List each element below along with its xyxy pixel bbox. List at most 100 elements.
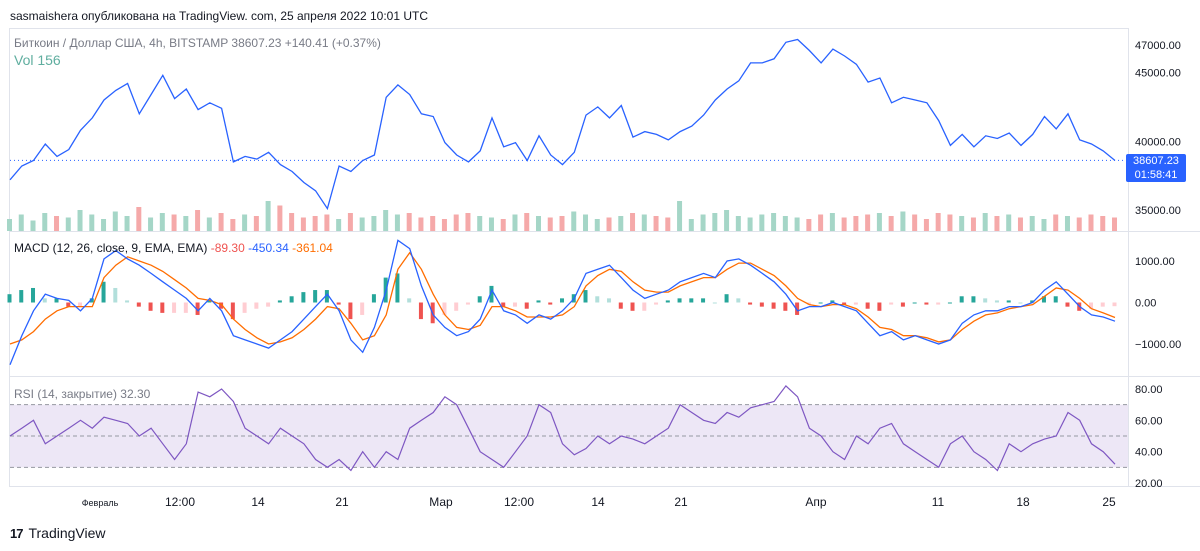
- macd-histogram-bar: [830, 300, 835, 303]
- volume-bar: [336, 219, 342, 231]
- volume-bar: [876, 213, 882, 231]
- volume-bar: [653, 216, 659, 231]
- macd-histogram-bar: [125, 300, 130, 303]
- macd-histogram-bar: [395, 273, 400, 303]
- volume-bar: [159, 213, 165, 231]
- time-axis-tick: Мар: [429, 495, 453, 509]
- price-axis-tick: 45000.00: [1135, 68, 1181, 80]
- volume-bar: [677, 201, 683, 231]
- volume-bar: [112, 211, 118, 231]
- macd-histogram-bar: [842, 302, 847, 305]
- rsi-axis-tick: 20.00: [1135, 478, 1163, 490]
- macd-histogram-bar: [101, 281, 106, 303]
- macd-legend: MACD (12, 26, close, 9, EMA, EMA) -89.30…: [14, 241, 333, 255]
- volume-bar: [512, 214, 518, 231]
- macd-signal-value: -361.04: [292, 241, 333, 255]
- volume-bar: [171, 214, 177, 231]
- macd-histogram-bar: [501, 302, 506, 307]
- macd-histogram-bar: [548, 302, 553, 305]
- macd-histogram-bar: [748, 302, 753, 305]
- volume-bar: [583, 214, 589, 231]
- rsi-line: [9, 385, 1116, 472]
- volume-bar: [312, 216, 318, 231]
- volume-bar: [324, 214, 330, 231]
- volume-bar: [771, 213, 777, 231]
- macd-axis-tick: 1000.00: [1135, 256, 1175, 268]
- volume-bar: [430, 216, 436, 231]
- volume-bar: [535, 216, 541, 231]
- time-axis-tick: Февраль: [82, 498, 119, 508]
- macd-histogram-bar: [183, 302, 188, 313]
- macd-histogram-bar: [818, 302, 823, 304]
- volume-bar: [700, 214, 706, 231]
- macd-histogram-bar: [1112, 302, 1117, 307]
- volume-bar: [230, 219, 236, 231]
- macd-histogram-bar: [324, 290, 329, 303]
- macd-histogram-bar: [524, 302, 529, 309]
- macd-histogram-bar: [136, 302, 141, 307]
- macd-histogram-bar: [336, 302, 341, 305]
- macd-histogram-bar: [371, 294, 376, 303]
- volume-bar: [806, 219, 812, 231]
- macd-histogram-bar: [536, 300, 541, 303]
- volume-bar: [735, 216, 741, 231]
- macd-histogram-bar: [865, 302, 870, 309]
- volume-bar: [982, 213, 988, 231]
- volume-bar: [500, 219, 506, 231]
- volume-legend: Vol 156: [14, 52, 61, 68]
- volume-layer: [7, 201, 1117, 231]
- volume-bar: [124, 216, 130, 231]
- rsi-axis-tick: 40.00: [1135, 447, 1163, 459]
- rsi-axis-tick: 60.00: [1135, 415, 1163, 427]
- macd-histogram-bar: [583, 290, 588, 303]
- macd-axis-tick: 0.00: [1135, 298, 1156, 310]
- volume-bar: [688, 219, 694, 231]
- macd-histogram-bar: [89, 298, 94, 303]
- volume-bar: [1112, 217, 1117, 231]
- macd-histogram-bar: [971, 296, 976, 303]
- macd-line: [9, 239, 1116, 366]
- time-axis-tick: 21: [335, 495, 349, 509]
- macd-histogram-bar: [207, 300, 212, 303]
- volume-bar: [371, 216, 377, 231]
- volume-bar: [265, 201, 271, 231]
- volume-bar: [1088, 214, 1094, 231]
- macd-histogram-bar: [78, 302, 83, 307]
- volume-bar: [594, 219, 600, 231]
- volume-bar: [148, 217, 154, 231]
- volume-bar: [65, 217, 71, 231]
- time-axis-tick: 14: [251, 495, 265, 509]
- volume-bar: [782, 216, 788, 231]
- volume-bar: [1017, 217, 1023, 231]
- macd-histogram-bar: [759, 302, 764, 307]
- volume-bar: [242, 214, 248, 231]
- macd-histogram-bar: [7, 294, 12, 303]
- volume-bar: [77, 210, 83, 231]
- macd-histogram-bar: [889, 302, 894, 305]
- macd-histogram-bar: [877, 302, 882, 311]
- macd-histogram-bar: [1100, 302, 1105, 307]
- chart-canvas[interactable]: 47000.00 45000.00 40000.00 35000.00 1000.00 0…: [0, 28, 1200, 520]
- macd-histogram-bar: [42, 298, 47, 303]
- macd-histogram-bar: [19, 290, 24, 303]
- volume-bar: [724, 210, 730, 231]
- price-axis-tick: 40000.00: [1135, 136, 1181, 148]
- rsi-legend: RSI (14, закрытие) 32.30: [14, 387, 151, 401]
- volume-bar: [218, 213, 224, 231]
- chart-frame: [9, 28, 1200, 487]
- macd-layer: [7, 239, 1117, 366]
- macd-title: MACD (12, 26, close, 9, EMA, EMA): [14, 241, 208, 255]
- macd-histogram-bar: [512, 302, 517, 307]
- macd-histogram-bar: [31, 287, 36, 303]
- macd-histogram-bar: [54, 298, 59, 303]
- macd-histogram-bar: [924, 302, 929, 305]
- volume-bar: [994, 216, 1000, 231]
- volume-bar: [300, 217, 306, 231]
- volume-bar: [970, 217, 976, 231]
- macd-histogram-bar: [148, 302, 153, 311]
- brand[interactable]: 17 TradingView: [10, 525, 106, 541]
- volume-bar: [418, 217, 424, 231]
- volume-bar: [488, 217, 494, 231]
- time-axis-tick: Апр: [805, 495, 827, 509]
- macd-histogram-bar: [442, 302, 447, 315]
